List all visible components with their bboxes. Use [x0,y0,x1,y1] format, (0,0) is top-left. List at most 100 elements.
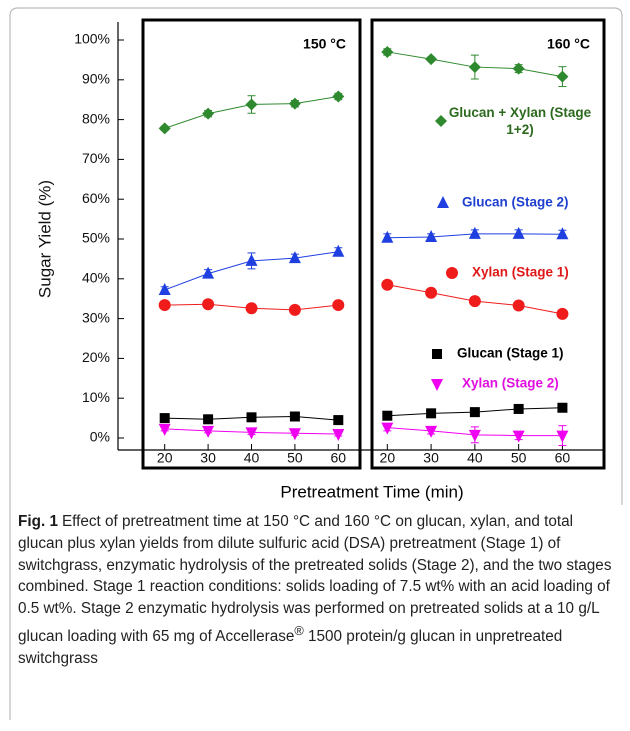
marker [332,429,345,442]
caption: Fig. 1 Effect of pretreatment time at 150… [18,511,616,670]
marker [556,307,569,320]
marker [557,402,568,413]
x-tick-label: 40 [244,450,260,466]
marker [158,299,171,312]
marker [246,412,257,423]
legend-item: Glucan (Stage 1) [432,346,564,361]
marker [512,430,525,443]
x-tick-label: 20 [380,450,396,466]
y-tick-label: 90% [82,71,110,87]
y-tick-label: 30% [82,309,110,325]
legend-marker [435,115,447,127]
x-tick-label: 30 [200,450,216,466]
marker [512,299,525,312]
panel-frame [370,18,606,470]
caption-text: Effect of pretreatment time at 150 °C an… [18,513,612,646]
legend-marker [431,379,443,391]
x-tick-label: 40 [467,450,483,466]
marker [288,251,301,264]
marker [158,122,171,135]
marker [512,62,525,75]
panel-frame [141,18,362,470]
marker [425,230,438,243]
legend-label: Glucan + Xylan (Stage 1+2) [448,105,592,137]
marker [468,429,481,442]
marker [203,414,214,425]
y-tick-label: 50% [82,230,110,246]
legend-label: Glucan (Stage 1) [457,346,564,361]
marker [468,295,481,308]
y-tick-label: 10% [82,389,110,405]
marker [425,53,438,66]
marker [556,430,569,443]
marker [288,97,301,110]
panel-title: 150 °C [303,36,346,52]
legend-item: Xylan (Stage 2) [431,376,559,391]
marker [245,253,258,266]
y-tick-label: 70% [82,150,110,166]
marker [468,226,481,239]
marker [381,230,394,243]
y-axis-label: Sugar Yield (%) [35,180,54,298]
marker [245,302,258,315]
marker [158,423,171,436]
marker [425,286,438,299]
legend-item: Glucan + Xylan (Stage 1+2) [435,105,592,137]
legend-label: Xylan (Stage 1) [472,265,569,280]
x-axis-label: Pretreatment Time (min) [280,482,463,501]
legend-marker [446,267,458,279]
legend-item: Xylan (Stage 1) [446,265,569,280]
marker [288,428,301,441]
caption-text-end: 1500 protein/g glucan in unpretreated sw… [18,628,563,667]
legend-label: Glucan (Stage 2) [462,195,569,210]
marker [556,70,569,83]
x-tick-label: 20 [157,450,173,466]
marker [288,303,301,316]
marker [426,408,437,419]
legend-label-box: Glucan + Xylan (Stage 1+2) [448,105,592,137]
marker [202,425,215,438]
marker [245,98,258,111]
legend-marker [437,196,449,208]
x-tick-label: 50 [287,450,303,466]
x-tick-label: 30 [423,450,439,466]
y-tick-label: 20% [82,349,110,365]
marker [332,90,345,103]
marker [289,411,300,422]
marker [469,407,480,418]
x-tick-label: 60 [555,450,571,466]
frame [9,7,623,720]
marker [202,298,215,311]
marker [381,422,394,435]
marker [381,278,394,291]
y-tick-label: 80% [82,110,110,126]
marker [512,226,525,239]
marker [425,425,438,438]
x-tick-label: 50 [511,450,527,466]
marker [202,266,215,279]
marker [468,61,481,74]
marker [513,403,524,414]
marker [332,299,345,312]
legend-label: Xylan (Stage 2) [462,376,559,391]
marker [381,45,394,58]
marker [158,282,171,295]
legend-marker [432,349,442,359]
marker [556,227,569,240]
marker [332,244,345,257]
y-tick-label: 40% [82,270,110,286]
marker [333,415,344,426]
legend-item: Glucan (Stage 2) [437,195,569,210]
marker [202,107,215,120]
marker [245,427,258,440]
caption-mark: ® [294,622,304,638]
marker [382,410,393,421]
panel-title: 160 °C [547,36,590,52]
y-tick-label: 100% [74,31,110,47]
x-tick-label: 60 [331,450,347,466]
caption-label: Fig. 1 [18,513,58,530]
y-tick-label: 60% [82,190,110,206]
y-tick-label: 0% [90,429,110,445]
